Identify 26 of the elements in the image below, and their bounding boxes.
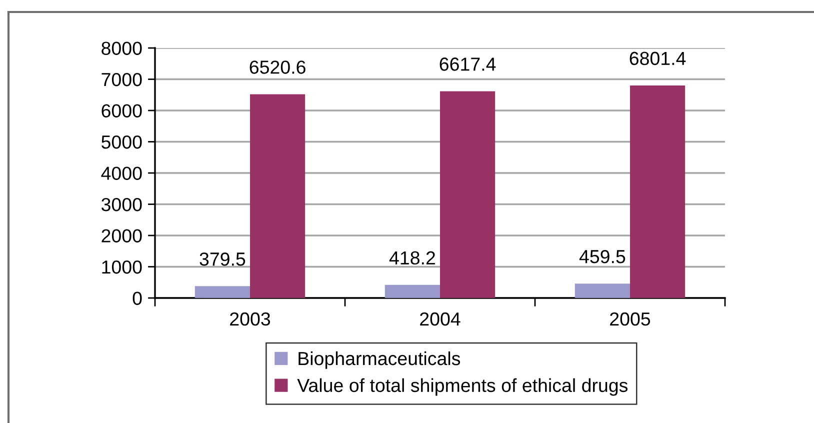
y-tick-label: 8000: [102, 42, 142, 55]
bar: [384, 284, 440, 298]
y-tick-label: 1000: [102, 260, 142, 274]
x-tick-label: 2004: [420, 312, 460, 326]
data-label: 6617.4: [440, 58, 496, 71]
y-tick-label: 5000: [102, 135, 142, 149]
y-tick-label: 2000: [102, 229, 142, 242]
data-label: 459.5: [579, 250, 626, 264]
bar: [194, 286, 250, 298]
bar: [574, 284, 630, 298]
legend-label: Biopharmaceuticals: [298, 351, 460, 369]
data-label: 6801.4: [630, 52, 686, 66]
legend-label: Value of total shipments of ethical drugs: [297, 378, 628, 396]
bar: [440, 91, 496, 298]
x-tick-label: 2005: [610, 312, 650, 326]
data-label: 418.2: [389, 251, 435, 265]
y-tick-label: 6000: [102, 104, 142, 118]
data-label: 379.5: [200, 252, 246, 266]
y-tick-label: 7000: [102, 72, 142, 86]
y-tick-label: 0: [132, 292, 142, 305]
bar: [250, 94, 306, 298]
y-tick-label: 4000: [101, 166, 142, 180]
data-label: 6520.6: [250, 60, 306, 74]
bar: [630, 85, 686, 298]
y-tick-label: 3000: [102, 198, 142, 212]
x-tick-label: 2003: [230, 312, 270, 326]
